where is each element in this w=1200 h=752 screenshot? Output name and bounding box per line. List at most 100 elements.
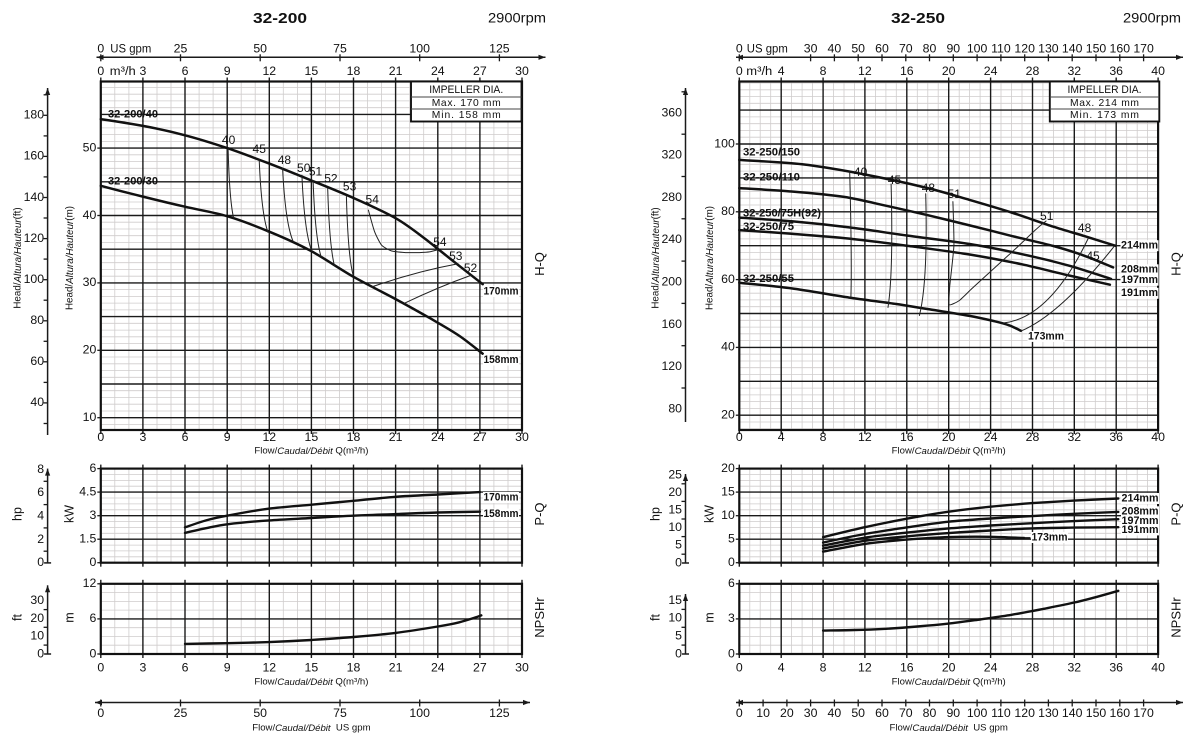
svg-text:6: 6 xyxy=(182,64,189,78)
svg-text:16: 16 xyxy=(900,430,914,444)
svg-text:54: 54 xyxy=(433,235,447,249)
svg-text:32: 32 xyxy=(1067,430,1081,444)
svg-text:32-200/40: 32-200/40 xyxy=(108,108,158,120)
svg-text:75: 75 xyxy=(333,41,347,55)
svg-text:32: 32 xyxy=(1067,64,1081,78)
svg-text:20: 20 xyxy=(942,430,956,444)
svg-text:30: 30 xyxy=(515,430,529,444)
svg-text:4.5: 4.5 xyxy=(79,484,96,498)
svg-text:40: 40 xyxy=(828,41,842,55)
svg-text:160: 160 xyxy=(24,149,45,163)
svg-text:50: 50 xyxy=(851,41,865,55)
svg-text:197mm: 197mm xyxy=(1121,274,1158,286)
svg-text:9: 9 xyxy=(224,64,231,78)
svg-text:100: 100 xyxy=(967,41,988,55)
svg-text:Flow/Caudal/Débit Q(m³/h): Flow/Caudal/Débit Q(m³/h) xyxy=(254,677,368,688)
svg-text:hp: hp xyxy=(10,507,24,521)
svg-text:32-250/55: 32-250/55 xyxy=(743,273,794,285)
svg-text:6: 6 xyxy=(728,576,735,590)
svg-text:4: 4 xyxy=(778,660,785,674)
svg-text:ft: ft xyxy=(648,614,662,621)
svg-text:90: 90 xyxy=(946,706,960,720)
svg-text:110: 110 xyxy=(991,41,1011,55)
svg-text:45: 45 xyxy=(1086,249,1100,263)
svg-text:100: 100 xyxy=(409,706,430,720)
svg-text:100: 100 xyxy=(967,706,988,720)
svg-text:20: 20 xyxy=(668,485,682,499)
svg-text:H-Q: H-Q xyxy=(1168,252,1183,276)
svg-text:0: 0 xyxy=(736,706,743,720)
svg-text:158mm: 158mm xyxy=(484,508,519,520)
svg-text:10: 10 xyxy=(668,520,682,534)
svg-text:48: 48 xyxy=(922,181,936,195)
svg-text:32-250/75: 32-250/75 xyxy=(743,221,794,233)
svg-text:IMPELLER DIA.: IMPELLER DIA. xyxy=(1068,84,1142,96)
svg-text:0: 0 xyxy=(736,430,743,444)
svg-text:10: 10 xyxy=(668,611,682,625)
svg-text:280: 280 xyxy=(661,190,682,204)
svg-text:6: 6 xyxy=(182,660,189,674)
svg-text:Flow/Caudal/Débit Q(m³/h): Flow/Caudal/Débit Q(m³/h) xyxy=(892,446,1006,457)
svg-text:53: 53 xyxy=(343,179,357,193)
svg-text:48: 48 xyxy=(1078,221,1092,235)
svg-text:80: 80 xyxy=(923,706,937,720)
svg-text:50: 50 xyxy=(297,161,311,175)
svg-text:30: 30 xyxy=(515,660,529,674)
svg-text:90: 90 xyxy=(946,41,960,55)
svg-text:100: 100 xyxy=(409,41,430,55)
svg-text:40: 40 xyxy=(83,208,97,222)
svg-text:Min. 173 mm: Min. 173 mm xyxy=(1070,110,1139,121)
svg-text:kW: kW xyxy=(62,505,76,523)
svg-text:140: 140 xyxy=(1062,41,1083,55)
svg-text:Max. 170 mm: Max. 170 mm xyxy=(432,98,501,109)
svg-text:24: 24 xyxy=(984,660,998,674)
svg-text:40: 40 xyxy=(1151,64,1165,78)
svg-text:15: 15 xyxy=(305,430,319,444)
svg-text:0: 0 xyxy=(97,64,104,78)
svg-text:3: 3 xyxy=(139,64,146,78)
svg-text:P-Q: P-Q xyxy=(1168,502,1183,525)
svg-text:100: 100 xyxy=(714,136,735,150)
svg-text:6: 6 xyxy=(89,611,96,625)
svg-text:8: 8 xyxy=(820,430,827,444)
svg-text:Head/Altura/Hauteur(ft): Head/Altura/Hauteur(ft) xyxy=(651,207,662,308)
svg-text:2900rpm: 2900rpm xyxy=(1123,11,1181,26)
svg-text:320: 320 xyxy=(661,148,682,162)
svg-text:0: 0 xyxy=(675,646,682,660)
svg-text:3: 3 xyxy=(139,430,146,444)
svg-text:IMPELLER DIA.: IMPELLER DIA. xyxy=(429,84,503,96)
svg-text:160: 160 xyxy=(661,317,682,331)
svg-text:32-250/110: 32-250/110 xyxy=(743,171,800,183)
svg-text:130: 130 xyxy=(1038,41,1059,55)
svg-text:Flow/Caudal/Débit US gpm: Flow/Caudal/Débit US gpm xyxy=(252,723,370,734)
svg-text:32-200: 32-200 xyxy=(253,11,307,27)
svg-text:140: 140 xyxy=(24,190,45,204)
svg-text:0: 0 xyxy=(97,706,104,720)
svg-text:ft: ft xyxy=(10,614,24,621)
svg-text:75: 75 xyxy=(333,706,347,720)
svg-text:3: 3 xyxy=(89,508,96,522)
svg-text:Flow/Caudal/Débit US gpm: Flow/Caudal/Débit US gpm xyxy=(890,723,1008,734)
svg-text:0: 0 xyxy=(89,646,96,660)
svg-text:3: 3 xyxy=(728,611,735,625)
svg-text:32-250/75H(92): 32-250/75H(92) xyxy=(743,208,821,220)
svg-text:20: 20 xyxy=(83,343,97,357)
svg-text:36: 36 xyxy=(1109,64,1123,78)
svg-text:H-Q: H-Q xyxy=(532,252,547,276)
svg-text:140: 140 xyxy=(1062,706,1083,720)
svg-text:10: 10 xyxy=(721,508,735,522)
svg-text:20: 20 xyxy=(780,706,794,720)
svg-text:30: 30 xyxy=(83,275,97,289)
svg-text:40: 40 xyxy=(1151,430,1165,444)
svg-text:m: m xyxy=(702,612,716,622)
svg-text:191mm: 191mm xyxy=(1122,524,1159,536)
svg-text:5: 5 xyxy=(675,628,682,642)
svg-text:0: 0 xyxy=(736,64,743,78)
svg-text:170: 170 xyxy=(1133,706,1154,720)
svg-text:6: 6 xyxy=(37,485,44,499)
svg-text:50: 50 xyxy=(253,41,267,55)
svg-text:12: 12 xyxy=(858,64,872,78)
svg-text:12: 12 xyxy=(858,430,872,444)
svg-text:53: 53 xyxy=(449,249,463,263)
svg-text:170mm: 170mm xyxy=(484,285,519,297)
